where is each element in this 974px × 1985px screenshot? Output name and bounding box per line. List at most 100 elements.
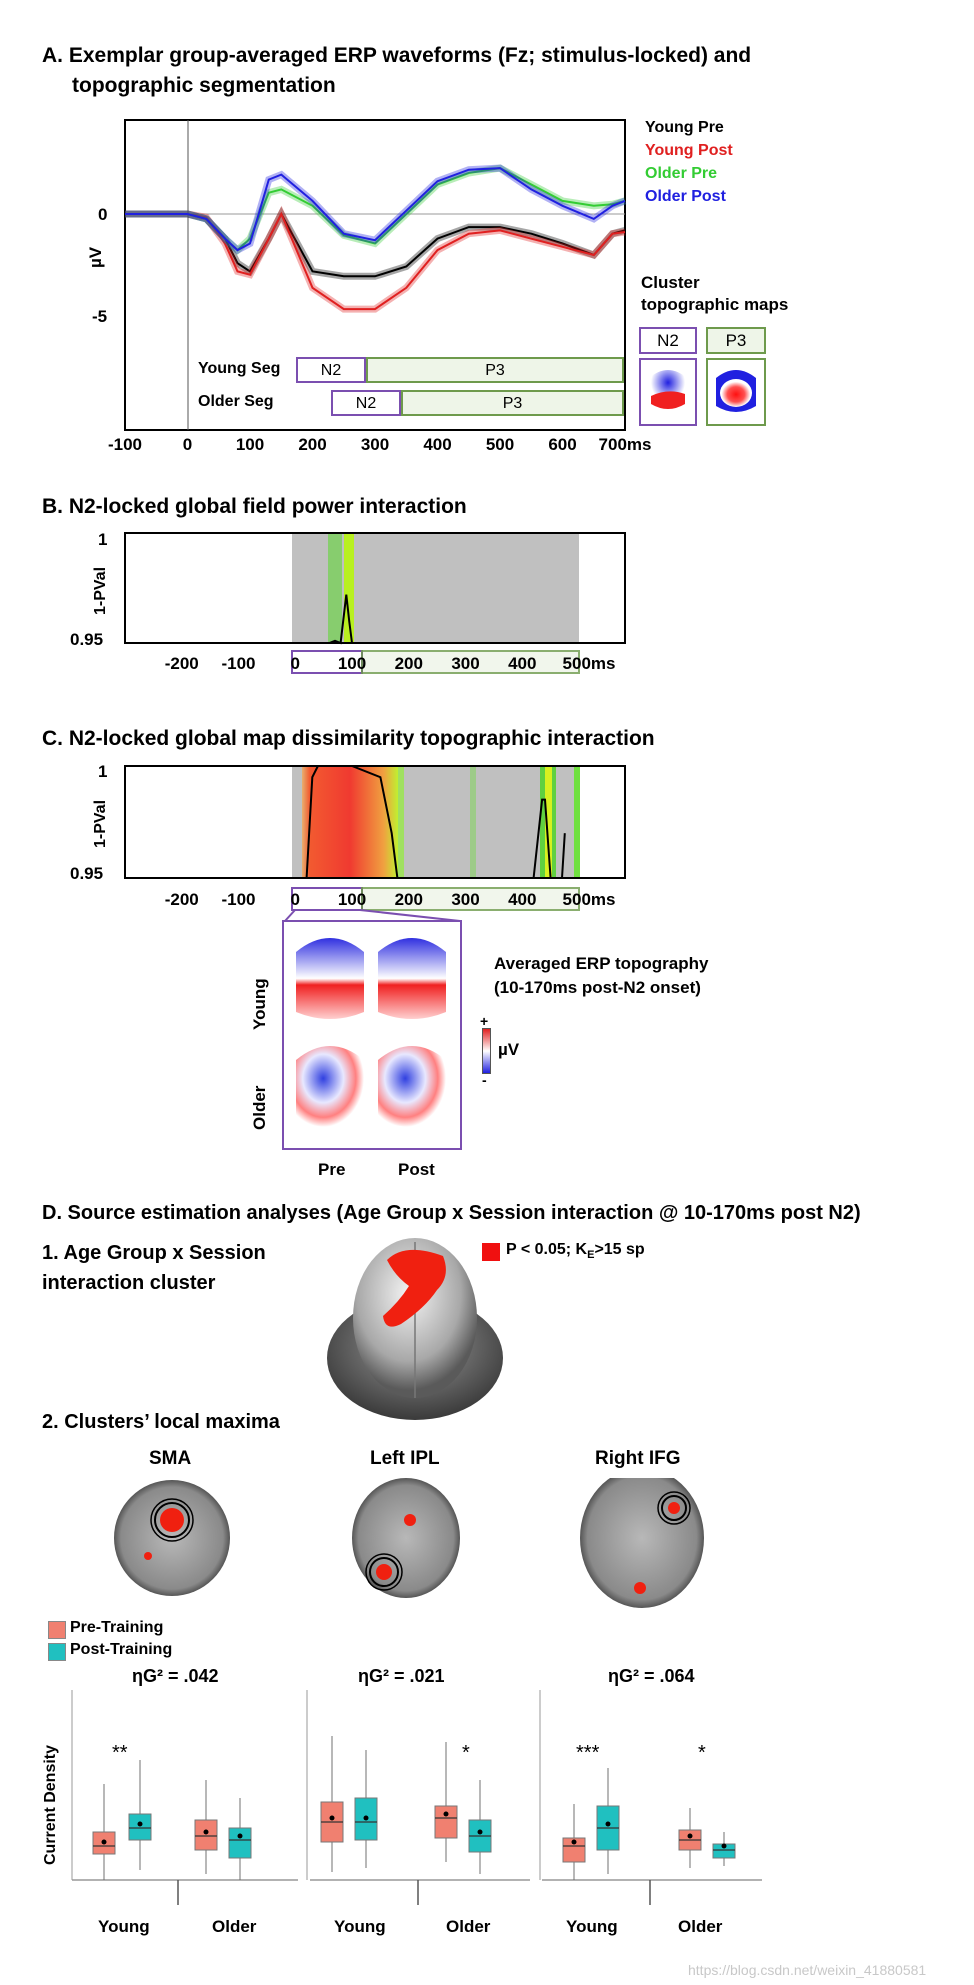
eta-ipl: ηG² = .021 [358,1666,445,1686]
box-mean [237,1833,243,1839]
box-mean [329,1815,335,1821]
legend-post-swatch [48,1643,66,1661]
topo-young-pre [296,938,364,1019]
erp-line-3 [125,167,626,252]
gfp-p3-window [361,650,580,674]
pval-xtick-label: 500ms [563,890,616,909]
sub1-line2: interaction cluster [42,1272,216,1294]
group-ipl-young: Young [334,1917,386,1936]
pval-xtick-label: 300 [451,890,479,909]
panel-a-title-line2: topographic segmentation [72,74,336,97]
box-body [194,1819,218,1851]
older-seg-p3: P3 [401,390,624,416]
gfp-x-ticks: -200 -100 0 100 200 300 400 500ms [165,654,616,673]
box-mean [363,1815,369,1821]
watermark: https://blog.csdn.net/weixin_41880581 [688,1962,927,1978]
gfp-ytick-top: 1 [98,530,108,549]
box-body [128,1813,152,1841]
slice-ipl-cluster [376,1564,392,1580]
older-seg-label: Older Seg [198,393,274,410]
legend-pre-label: Pre-Training [70,1619,164,1636]
slice-sma-ring-outer [150,1498,194,1542]
erp-ylabel: µV [86,246,105,268]
gmd-chart: -200 -100 0 100 200 300 400 500ms [124,765,626,922]
box-mean [721,1843,727,1849]
boxplots [71,1690,762,1905]
topo-row-older: Older [250,1085,269,1130]
pval-xtick-label: 0 [291,654,300,673]
young-seg-label: Young Seg [198,360,281,377]
topo-col-pre: Pre [318,1160,346,1179]
stars-sma-young: ** [112,1742,128,1764]
eta-sma: ηG² = .042 [132,1666,219,1686]
slice-sma-cluster [160,1508,184,1532]
box-body [562,1837,586,1863]
topo-young-post [378,938,446,1019]
gfp-ytick-bottom: 0.95 [70,630,104,649]
region-sma: SMA [149,1448,192,1469]
legend-older-post: Older Post [645,188,726,205]
group-sma-older: Older [212,1917,257,1936]
zoom-line-left [284,909,296,922]
stars-ifg-older: * [698,1742,706,1764]
stars-ifg-young: *** [576,1742,600,1764]
box-mean [101,1839,107,1845]
slice-sma [114,1480,230,1596]
panel-d-sub1: 1. Age Group x Session interaction clust… [42,1238,266,1298]
cluster-title-line2: topographic maps [641,295,789,314]
cluster-p3-red-region [720,379,752,407]
slice-ifg-ring-inner [661,1495,687,1521]
interaction-cluster-blob [383,1249,446,1327]
pval-xtick-label: 300 [451,654,479,673]
pval-xtick-label: -200 [165,654,199,673]
slice-ipl-ring-outer [365,1553,403,1591]
sig-label-text: P < 0.05; K [506,1241,588,1258]
box-mean [605,1821,611,1827]
sig-label-rest: >15 sp [594,1241,645,1258]
gmd-ylabel: 1-PVal [92,799,109,848]
erp-xtick-label: 400 [423,435,451,454]
slice-ipl-spot [404,1514,416,1526]
box-body [434,1805,458,1839]
topo-older-post [378,1046,446,1127]
sub1-line1: 1. Age Group x Session [42,1242,266,1264]
topo-col-post: Post [398,1160,435,1179]
panel-b-title: B. N2-locked global field power interact… [42,495,467,518]
pval-xtick-label: -100 [221,654,255,673]
erp-legend: Young Pre Young Post Older Pre Older Pos… [645,116,733,208]
averaged-topo-grid [282,920,462,1150]
erp-xtick-label: 700ms [599,435,652,454]
scale-unit: µV [498,1040,520,1059]
group-ipl-older: Older [446,1917,491,1936]
erp-ytick-0: 0 [98,205,108,224]
region-right-ifg: Right IFG [595,1448,681,1469]
erp-xtick-label: -100 [108,435,142,454]
gmd-yellow-band [545,767,552,877]
pval-xtick-label: -200 [165,890,199,909]
gmd-green-band-3 [574,767,580,877]
group-ifg-older: Older [678,1917,723,1936]
sig-legend-label: P < 0.05; KE>15 sp [506,1241,645,1261]
gfp-chart: -200 -100 0 100 200 300 400 500ms [124,532,626,674]
region-left-ipl: Left IPL [370,1448,440,1469]
pval-xtick-label: 400 [508,654,536,673]
erp-xtick-label: 600 [548,435,576,454]
box-mean [137,1821,143,1827]
topo-older-pre [296,1046,364,1127]
topo-title-line2: (10-170ms post-N2 onset) [494,978,701,997]
panel-d-title: D. Source estimation analyses (Age Group… [42,1202,861,1224]
scale-plus: + [480,1013,489,1029]
gmd-green-faint [470,767,476,877]
group-sma-young: Young [98,1917,150,1936]
slice-ifg-spot [634,1582,646,1594]
erp-ytick-minus5: -5 [92,307,108,326]
erp-xtick-label: 100 [236,435,264,454]
pval-xtick-label: 100 [338,654,366,673]
topo-title: Averaged ERP topography (10-170ms post-N… [494,952,708,1000]
legend-young-pre: Young Pre [645,119,724,136]
slice-sma-spot [144,1552,152,1560]
stars-ipl-older: * [462,1742,470,1764]
gmd-ytick-top: 1 [98,762,108,781]
pval-xtick-label: 200 [395,890,423,909]
box-body [228,1827,252,1859]
